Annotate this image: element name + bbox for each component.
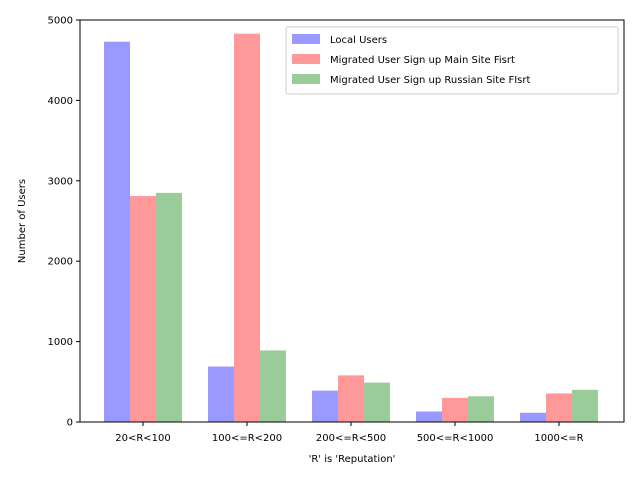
bar-0-0 xyxy=(104,41,130,422)
x-axis: 20<R<100 100<=R<200 200<=R<500 500<=R<1000 1… xyxy=(115,422,584,444)
bar-0-3 xyxy=(416,411,442,422)
bar-2-0 xyxy=(156,192,182,422)
legend-label-0: Local Users xyxy=(330,35,387,46)
plot-area-frame xyxy=(79,19,625,423)
bar-1-0 xyxy=(130,196,156,422)
bar-2-1 xyxy=(260,350,286,422)
x-tick-label: 1000<=R xyxy=(534,433,583,444)
y-axis-label: Number of Users xyxy=(17,179,28,263)
y-tick-label: 2000 xyxy=(48,257,73,268)
bar-1-3 xyxy=(442,397,468,422)
bar-2-3 xyxy=(468,396,494,422)
bar-2-2 xyxy=(364,382,390,422)
legend: Local Users Migrated User Sign up Main Si… xyxy=(285,26,619,95)
bar-0-2 xyxy=(312,390,338,422)
x-tick-label: 200<=R<500 xyxy=(316,433,386,444)
legend-frame xyxy=(285,26,619,95)
y-axis: 0 1000 2000 3000 4000 5000 xyxy=(48,16,80,429)
x-tick-label: 20<R<100 xyxy=(115,433,171,444)
bar-2-4 xyxy=(572,389,598,422)
y-tick-label: 1000 xyxy=(48,337,73,348)
bar-1-1 xyxy=(234,33,260,422)
legend-label-2: Migrated User Sign up Russian Site FIsrt xyxy=(330,75,530,86)
legend-swatch-1 xyxy=(292,54,320,64)
x-tick-label: 500<=R<1000 xyxy=(417,433,494,444)
y-tick-label: 0 xyxy=(67,418,73,429)
bars-group xyxy=(104,33,598,422)
bar-0-1 xyxy=(208,366,234,422)
y-tick-label: 5000 xyxy=(48,16,73,27)
y-tick-label: 3000 xyxy=(48,176,73,187)
x-tick-label: 100<=R<200 xyxy=(212,433,282,444)
x-axis-label: 'R' is 'Reputation' xyxy=(309,454,396,465)
legend-swatch-0 xyxy=(292,34,320,44)
legend-swatch-2 xyxy=(292,74,320,84)
bar-1-2 xyxy=(338,375,364,422)
bar-0-4 xyxy=(520,412,546,422)
bar-1-4 xyxy=(546,393,572,422)
legend-label-1: Migrated User Sign up Main Site Fisrt xyxy=(330,55,515,66)
y-tick-label: 4000 xyxy=(48,96,73,107)
